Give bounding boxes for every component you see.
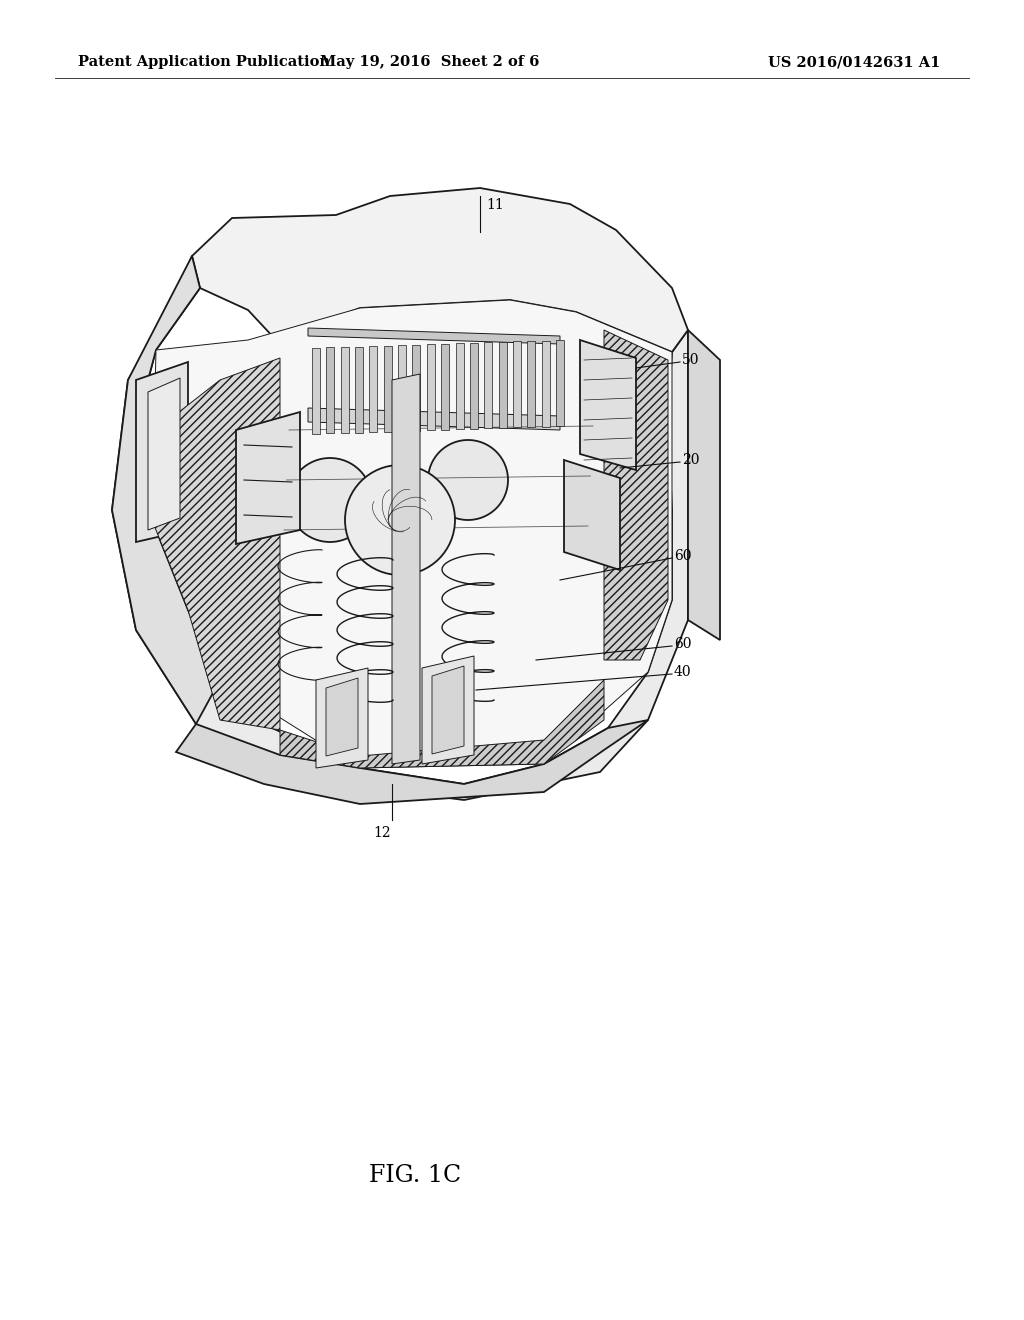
Polygon shape — [193, 187, 688, 352]
Polygon shape — [392, 374, 420, 764]
Polygon shape — [527, 341, 536, 428]
Polygon shape — [422, 656, 474, 764]
Polygon shape — [148, 378, 180, 531]
Polygon shape — [308, 327, 560, 345]
Polygon shape — [152, 358, 280, 730]
Polygon shape — [152, 300, 672, 768]
Polygon shape — [688, 330, 720, 640]
Polygon shape — [398, 345, 407, 432]
Polygon shape — [427, 345, 435, 430]
Polygon shape — [341, 347, 349, 433]
Polygon shape — [470, 343, 478, 429]
Polygon shape — [384, 346, 392, 432]
Text: 12: 12 — [373, 826, 391, 840]
Polygon shape — [441, 343, 450, 430]
Polygon shape — [513, 342, 521, 428]
Polygon shape — [432, 667, 464, 754]
Polygon shape — [308, 408, 560, 430]
Polygon shape — [604, 330, 668, 660]
Circle shape — [345, 465, 455, 576]
Polygon shape — [370, 346, 378, 432]
Polygon shape — [327, 347, 335, 433]
Polygon shape — [176, 719, 648, 804]
Polygon shape — [499, 342, 507, 428]
Text: Patent Application Publication: Patent Application Publication — [78, 55, 330, 69]
Text: 50: 50 — [682, 352, 699, 367]
Polygon shape — [112, 256, 220, 723]
Polygon shape — [413, 345, 421, 430]
Text: 60: 60 — [674, 549, 691, 564]
Text: 20: 20 — [682, 453, 699, 467]
Polygon shape — [556, 341, 564, 426]
Polygon shape — [484, 342, 493, 429]
Polygon shape — [456, 343, 464, 429]
Polygon shape — [136, 362, 188, 543]
Text: 60: 60 — [674, 638, 691, 651]
Text: FIG. 1C: FIG. 1C — [369, 1163, 461, 1187]
Polygon shape — [280, 680, 604, 768]
Polygon shape — [542, 341, 550, 426]
Circle shape — [288, 458, 372, 543]
Polygon shape — [312, 348, 319, 434]
Text: 11: 11 — [486, 198, 504, 213]
Polygon shape — [236, 412, 300, 544]
Polygon shape — [326, 678, 358, 756]
Polygon shape — [580, 341, 636, 470]
Polygon shape — [316, 668, 368, 768]
Circle shape — [428, 440, 508, 520]
Text: May 19, 2016  Sheet 2 of 6: May 19, 2016 Sheet 2 of 6 — [321, 55, 540, 69]
Polygon shape — [355, 347, 364, 433]
Polygon shape — [112, 256, 688, 800]
Text: US 2016/0142631 A1: US 2016/0142631 A1 — [768, 55, 940, 69]
Text: 40: 40 — [674, 665, 691, 678]
Polygon shape — [564, 459, 620, 570]
